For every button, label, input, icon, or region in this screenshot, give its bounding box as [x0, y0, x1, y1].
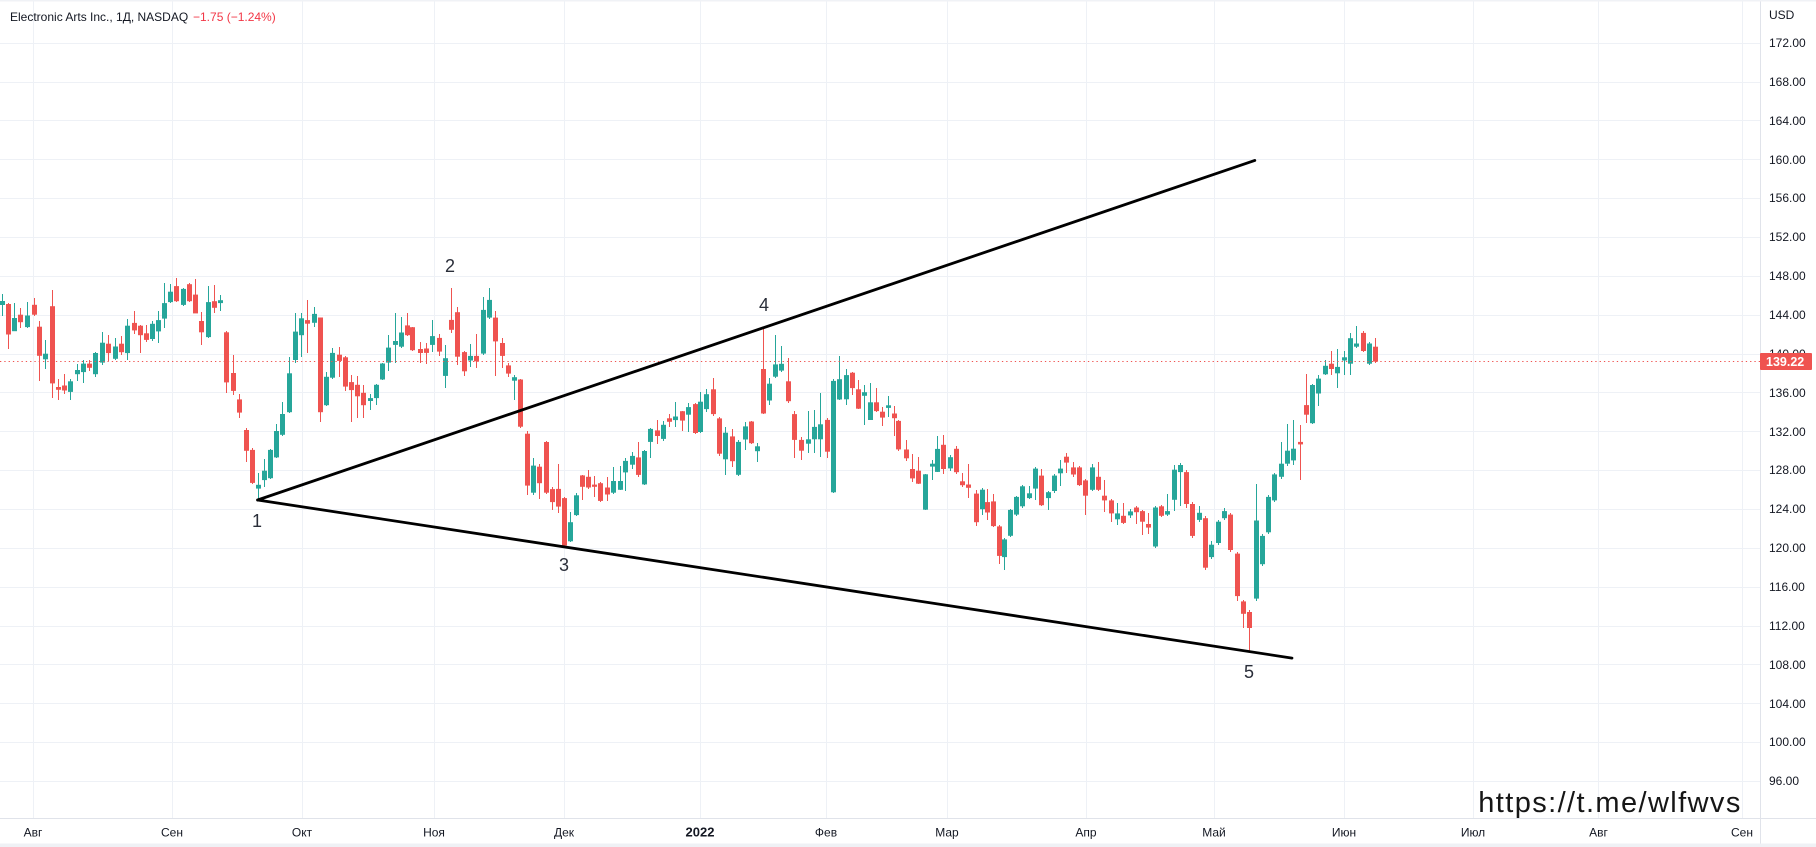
svg-text:128.00: 128.00 — [1769, 463, 1806, 477]
svg-text:1: 1 — [252, 511, 262, 531]
svg-text:https://t.me/wlfwvs: https://t.me/wlfwvs — [1478, 787, 1742, 819]
svg-text:Окт: Окт — [292, 826, 313, 840]
svg-text:−1.75 (−1.24%): −1.75 (−1.24%) — [193, 10, 276, 24]
svg-text:96.00: 96.00 — [1769, 774, 1799, 788]
svg-text:172.00: 172.00 — [1769, 36, 1806, 50]
svg-text:104.00: 104.00 — [1769, 697, 1806, 711]
svg-text:2: 2 — [445, 256, 455, 276]
svg-text:168.00: 168.00 — [1769, 75, 1806, 89]
svg-text:108.00: 108.00 — [1769, 658, 1806, 672]
svg-text:160.00: 160.00 — [1769, 153, 1806, 167]
svg-text:120.00: 120.00 — [1769, 541, 1806, 555]
svg-text:124.00: 124.00 — [1769, 502, 1806, 516]
svg-text:144.00: 144.00 — [1769, 308, 1806, 322]
svg-text:156.00: 156.00 — [1769, 191, 1806, 205]
svg-text:2022: 2022 — [686, 825, 715, 840]
svg-text:Фев: Фев — [815, 826, 837, 840]
svg-text:Сен: Сен — [161, 826, 183, 840]
svg-text:Апр: Апр — [1075, 826, 1097, 840]
svg-text:152.00: 152.00 — [1769, 230, 1806, 244]
svg-text:3: 3 — [559, 555, 569, 575]
svg-text:132.00: 132.00 — [1769, 425, 1806, 439]
svg-text:Ноя: Ноя — [423, 826, 445, 840]
svg-text:Июн: Июн — [1332, 826, 1356, 840]
svg-text:116.00: 116.00 — [1769, 580, 1805, 594]
svg-text:Июл: Июл — [1461, 826, 1485, 840]
svg-text:139.22: 139.22 — [1766, 355, 1804, 369]
svg-text:USD: USD — [1769, 8, 1795, 22]
svg-text:Сен: Сен — [1731, 826, 1753, 840]
svg-text:Авг: Авг — [24, 826, 43, 840]
svg-text:Дек: Дек — [554, 826, 575, 840]
svg-text:5: 5 — [1244, 662, 1254, 682]
svg-text:Мар: Мар — [935, 826, 959, 840]
svg-text:136.00: 136.00 — [1769, 386, 1806, 400]
svg-text:Авг: Авг — [1589, 826, 1608, 840]
svg-text:4: 4 — [759, 295, 769, 315]
svg-text:100.00: 100.00 — [1769, 735, 1806, 749]
svg-text:112.00: 112.00 — [1769, 619, 1805, 633]
svg-text:164.00: 164.00 — [1769, 114, 1806, 128]
svg-text:Electronic Arts Inc., 1Д, NASD: Electronic Arts Inc., 1Д, NASDAQ — [10, 10, 188, 24]
svg-text:Май: Май — [1202, 826, 1226, 840]
svg-text:148.00: 148.00 — [1769, 269, 1806, 283]
